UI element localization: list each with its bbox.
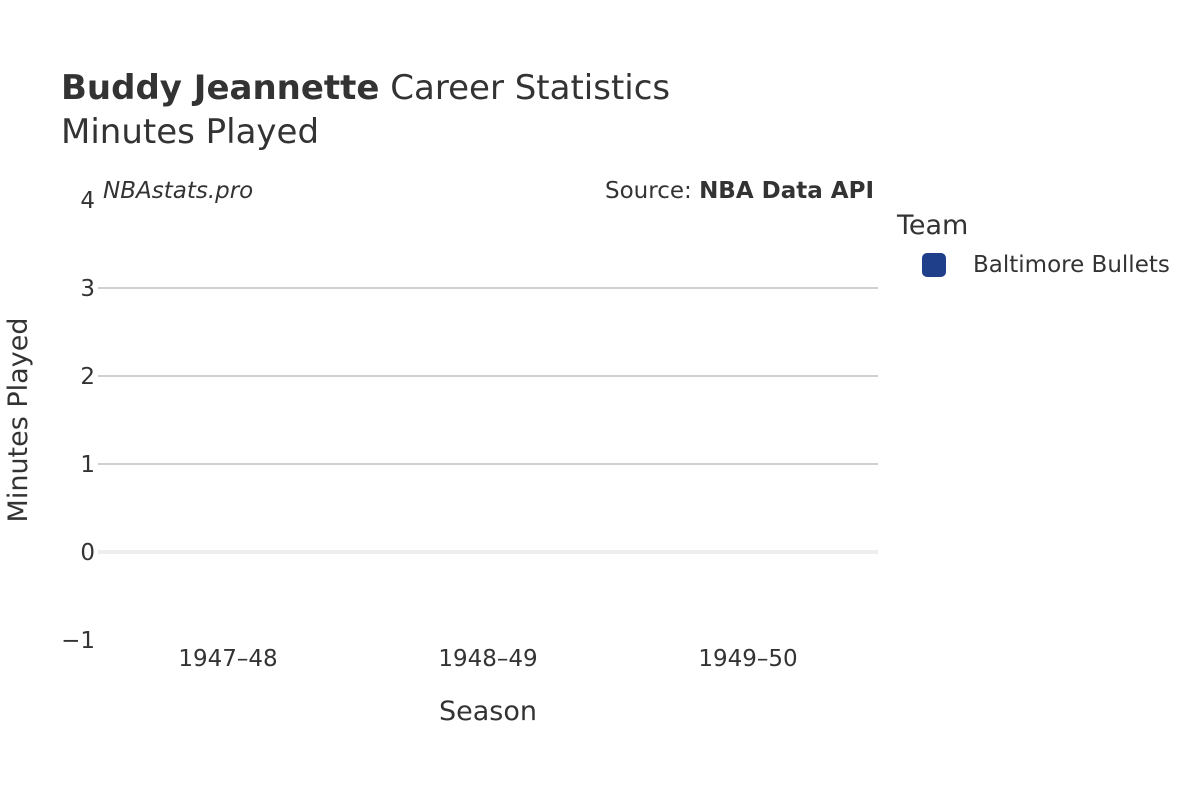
y-axis-label: Minutes Played [3, 318, 34, 523]
x-axis-label: Season [439, 696, 537, 727]
legend-swatch [922, 253, 946, 277]
y-tick-label: 3 [80, 276, 95, 302]
y-tick-label: 0 [80, 540, 95, 566]
player-name: Buddy Jeannette [61, 68, 380, 108]
source-credit: Source: NBA Data API [605, 178, 874, 204]
x-tick-label: 1949–50 [698, 646, 797, 672]
y-tick-label: 4 [80, 188, 95, 214]
y-tick-label: 1 [80, 452, 95, 478]
x-tick-label: 1947–48 [178, 646, 277, 672]
gridlines [98, 287, 878, 554]
y-tick-labels: −1 0 1 2 3 4 [61, 188, 95, 654]
legend-item-baltimore-bullets[interactable]: Baltimore Bullets [922, 252, 1170, 278]
chart-subtitle: Minutes Played [61, 112, 320, 152]
x-tick-label: 1948–49 [438, 646, 537, 672]
legend-label: Baltimore Bullets [973, 252, 1170, 278]
title-rest: Career Statistics [390, 68, 671, 108]
x-tick-labels: 1947–48 1948–49 1949–50 [178, 646, 797, 672]
legend-title: Team [897, 210, 969, 241]
chart-title: Buddy Jeannette Career Statistics [61, 68, 670, 108]
y-tick-label: 2 [80, 364, 95, 390]
source-name: NBA Data API [699, 178, 874, 204]
source-prefix: Source: [605, 178, 700, 204]
watermark: NBAstats.pro [103, 178, 254, 204]
y-tick-label: −1 [61, 628, 95, 654]
